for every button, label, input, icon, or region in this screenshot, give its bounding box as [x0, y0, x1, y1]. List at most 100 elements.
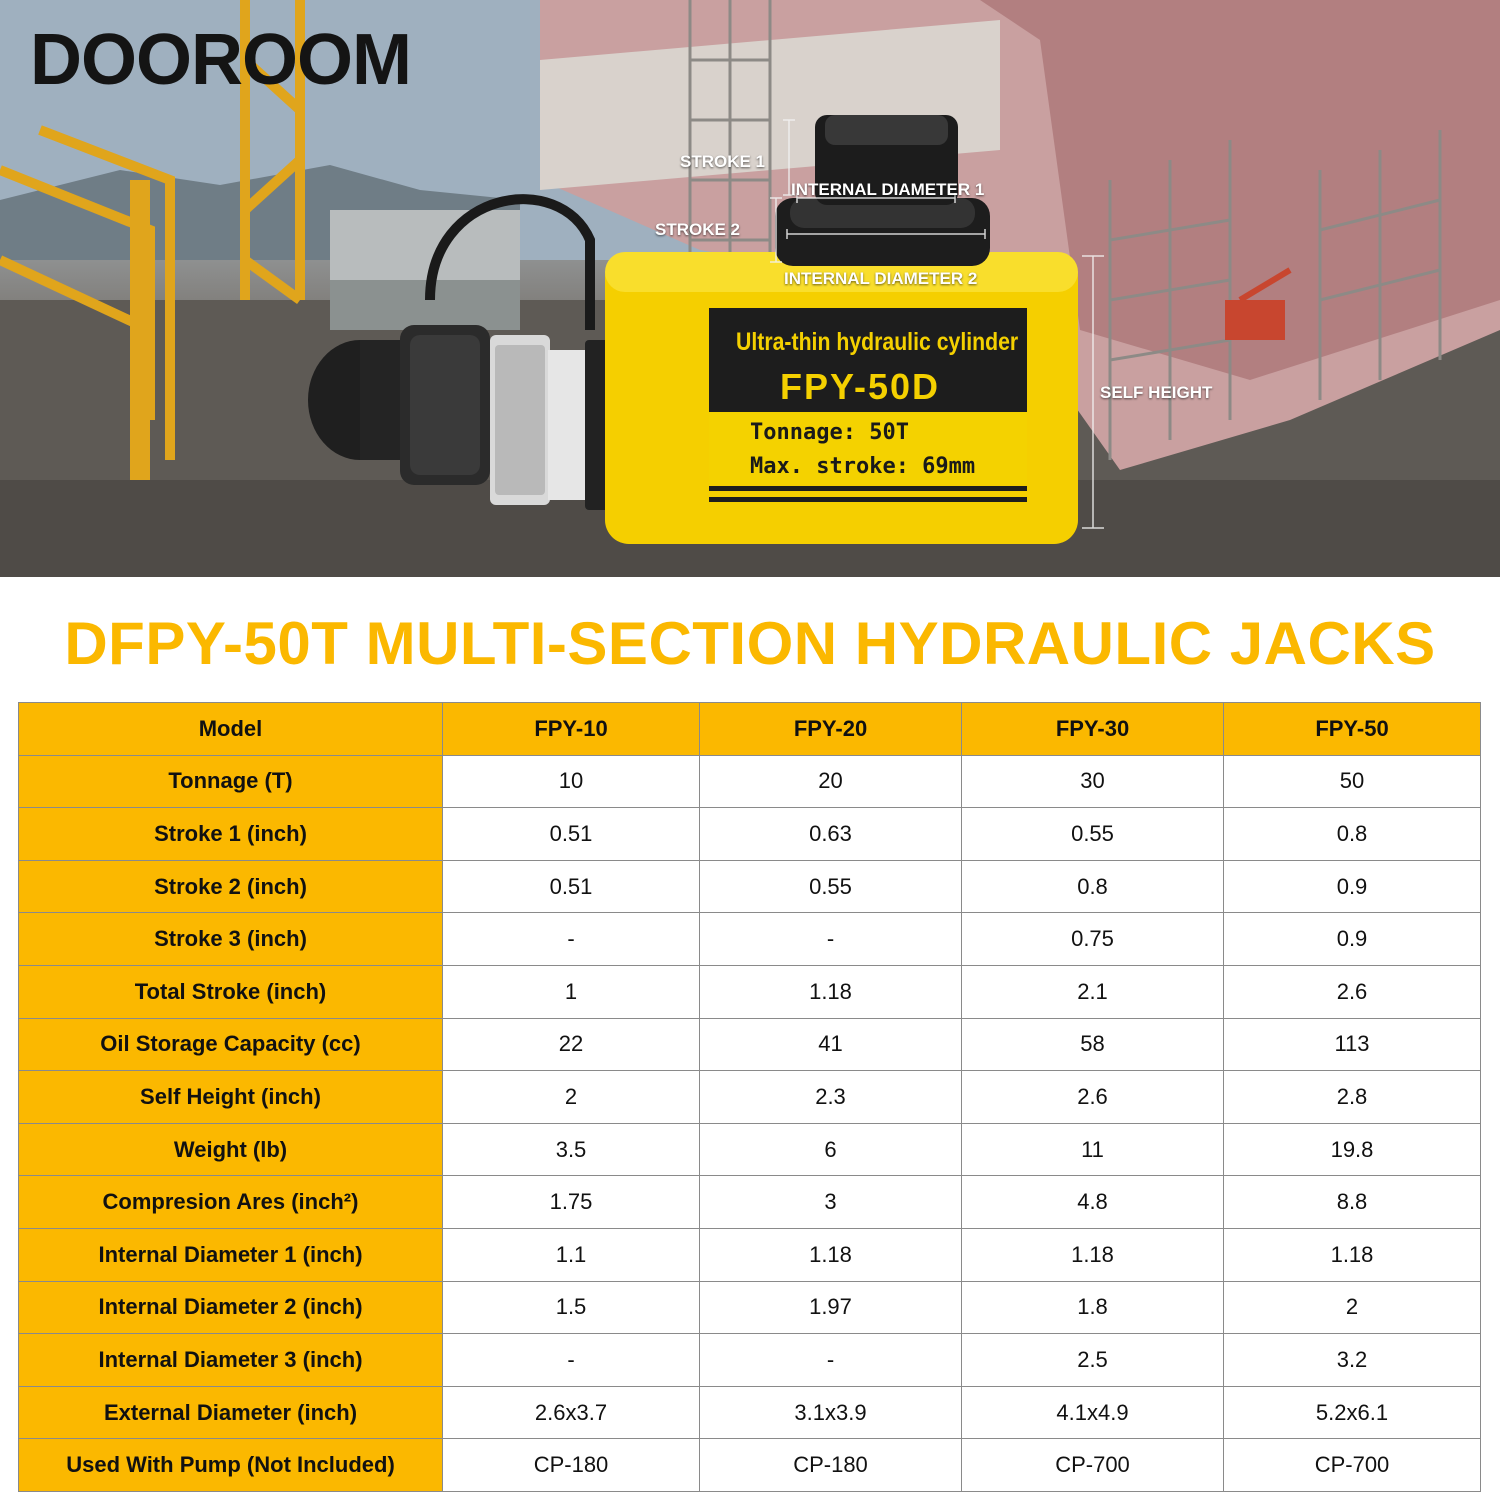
value-cell: 2.5: [961, 1333, 1224, 1387]
value-cell: CP-700: [961, 1438, 1224, 1492]
value-cell: 0.8: [961, 859, 1224, 914]
page-title: DFPY-50T MULTI-SECTION HYDRAULIC JACKS: [64, 610, 1436, 677]
value-cell: 0.8: [1223, 807, 1481, 861]
table-row: Stroke 1 (inch) 0.51 0.63 0.55 0.8: [18, 807, 1481, 861]
table-row: Stroke 2 (inch) 0.51 0.55 0.8 0.9: [18, 859, 1481, 914]
value-cell: 2.1: [961, 964, 1224, 1019]
row-label-cell: Internal Diameter 3 (inch): [18, 1333, 443, 1387]
value-cell: 3: [699, 1175, 962, 1229]
table-row: Internal Diameter 3 (inch) - -2.5 3.2: [18, 1333, 1481, 1387]
header-label-cell: Model: [18, 702, 443, 756]
value-cell: 30: [961, 754, 1224, 809]
value-cell: 1.75: [442, 1175, 700, 1229]
value-cell: 41: [699, 1017, 962, 1072]
value-cell: -: [699, 1333, 962, 1387]
value-cell: 2: [442, 1070, 700, 1124]
row-label-cell: Self Height (inch): [18, 1070, 443, 1124]
value-cell: 3.2: [1223, 1333, 1481, 1387]
header-model-cell: FPY-10: [442, 702, 700, 756]
value-cell: 1.8: [961, 1280, 1224, 1335]
plate-tonnage: Tonnage: 50T: [750, 420, 909, 445]
row-label-cell: External Diameter (inch): [18, 1385, 443, 1440]
row-label-cell: Stroke 3 (inch): [18, 912, 443, 966]
stroke-1-label: STROKE 1: [680, 152, 766, 171]
value-cell: 0.55: [961, 807, 1224, 861]
value-cell: 2.8: [1223, 1070, 1481, 1124]
value-cell: 1.18: [699, 964, 962, 1019]
value-cell: 2.6: [1223, 964, 1481, 1019]
value-cell: 1.1: [442, 1227, 700, 1282]
value-cell: 2: [1223, 1280, 1481, 1335]
value-cell: 0.9: [1223, 912, 1481, 966]
value-cell: 4.8: [961, 1175, 1224, 1229]
value-cell: 19.8: [1223, 1122, 1481, 1177]
row-label-cell: Total Stroke (inch): [18, 964, 443, 1019]
value-cell: 50: [1223, 754, 1481, 809]
value-cell: 8.8: [1223, 1175, 1481, 1229]
value-cell: 0.75: [961, 912, 1224, 966]
header-model-cell: FPY-30: [961, 702, 1224, 756]
row-label-cell: Tonnage (T): [18, 754, 443, 809]
stroke-2-label: STROKE 2: [655, 220, 741, 239]
table-row: External Diameter (inch) 2.6x3.7 3.1x3.9 4.…: [18, 1385, 1481, 1440]
value-cell: 58: [961, 1017, 1224, 1072]
table-row: Total Stroke (inch) 1 1.18 2.1 2.6: [18, 964, 1481, 1019]
value-cell: 6: [699, 1122, 962, 1177]
value-cell: 2.6x3.7: [442, 1385, 700, 1440]
value-cell: 1.18: [1223, 1227, 1481, 1282]
value-cell: 1.18: [699, 1227, 962, 1282]
value-cell: 3.1x3.9: [699, 1385, 962, 1440]
value-cell: 0.55: [699, 859, 962, 914]
row-label-cell: Internal Diameter 2 (inch): [18, 1280, 443, 1335]
value-cell: CP-700: [1223, 1438, 1481, 1492]
value-cell: 1.97: [699, 1280, 962, 1335]
internal-diameter-1-label: INTERNAL DIAMETER 1: [791, 180, 985, 199]
value-cell: 113: [1223, 1017, 1481, 1072]
table-row: Stroke 3 (inch) - -0.75 0.9: [18, 912, 1481, 966]
table-row: Internal Diameter 2 (inch) 1.5 1.97 1.8 2: [18, 1280, 1481, 1335]
row-label-cell: Stroke 2 (inch): [18, 859, 443, 914]
self-height-label: SELF HEIGHT: [1100, 383, 1213, 402]
value-cell: 2.3: [699, 1070, 962, 1124]
value-cell: -: [442, 912, 700, 966]
value-cell: 10: [442, 754, 700, 809]
value-cell: 1: [442, 964, 700, 1019]
value-cell: 1.5: [442, 1280, 700, 1335]
table-row: Self Height (inch) 2 2.3 2.6 2.8: [18, 1070, 1481, 1124]
plate-model: FPY-50D: [780, 366, 941, 407]
value-cell: 20: [699, 754, 962, 809]
brand-logo: DOOROOM: [30, 20, 412, 100]
header-model-cell: FPY-20: [699, 702, 962, 756]
row-label-cell: Compresion Ares (inch²): [18, 1175, 443, 1229]
value-cell: 0.63: [699, 807, 962, 861]
row-label-cell: Internal Diameter 1 (inch): [18, 1227, 443, 1282]
table-row: Internal Diameter 1 (inch) 1.1 1.18 1.18 1.1…: [18, 1227, 1481, 1282]
row-label-cell: Stroke 1 (inch): [18, 807, 443, 861]
value-cell: 3.5: [442, 1122, 700, 1177]
row-label-cell: Oil Storage Capacity (cc): [18, 1017, 443, 1072]
plate-max-stroke: Max. stroke: 69mm: [750, 454, 976, 479]
table-row: Oil Storage Capacity (cc) 22 41 58 113: [18, 1017, 1481, 1072]
table-header-row: Model FPY-10 FPY-20 FPY-30 FPY-50: [18, 702, 1481, 756]
row-label-cell: Used With Pump (Not Included): [18, 1438, 443, 1492]
value-cell: -: [442, 1333, 700, 1387]
internal-diameter-2-label: INTERNAL DIAMETER 2: [784, 269, 978, 288]
row-label-cell: Weight (lb): [18, 1122, 443, 1177]
spec-table: Model FPY-10 FPY-20 FPY-30 FPY-50 Tonnag…: [18, 702, 1481, 1492]
plate-product-type: Ultra-thin hydraulic cylinder: [736, 328, 1019, 356]
header-model-cell: FPY-50: [1223, 702, 1481, 756]
value-cell: 2.6: [961, 1070, 1224, 1124]
value-cell: 22: [442, 1017, 700, 1072]
value-cell: CP-180: [699, 1438, 962, 1492]
table-row: Weight (lb) 3.5 6 11 19.8: [18, 1122, 1481, 1177]
value-cell: CP-180: [442, 1438, 700, 1492]
shipyard-background: [0, 0, 1500, 577]
value-cell: 1.18: [961, 1227, 1224, 1282]
value-cell: 4.1x4.9: [961, 1385, 1224, 1440]
value-cell: 0.9: [1223, 859, 1481, 914]
table-row: Tonnage (T) 10 20 30 50: [18, 754, 1481, 809]
value-cell: 11: [961, 1122, 1224, 1177]
value-cell: -: [699, 912, 962, 966]
table-row: Compresion Ares (inch²) 1.75 3 4.8 8.8: [18, 1175, 1481, 1229]
value-cell: 5.2x6.1: [1223, 1385, 1481, 1440]
